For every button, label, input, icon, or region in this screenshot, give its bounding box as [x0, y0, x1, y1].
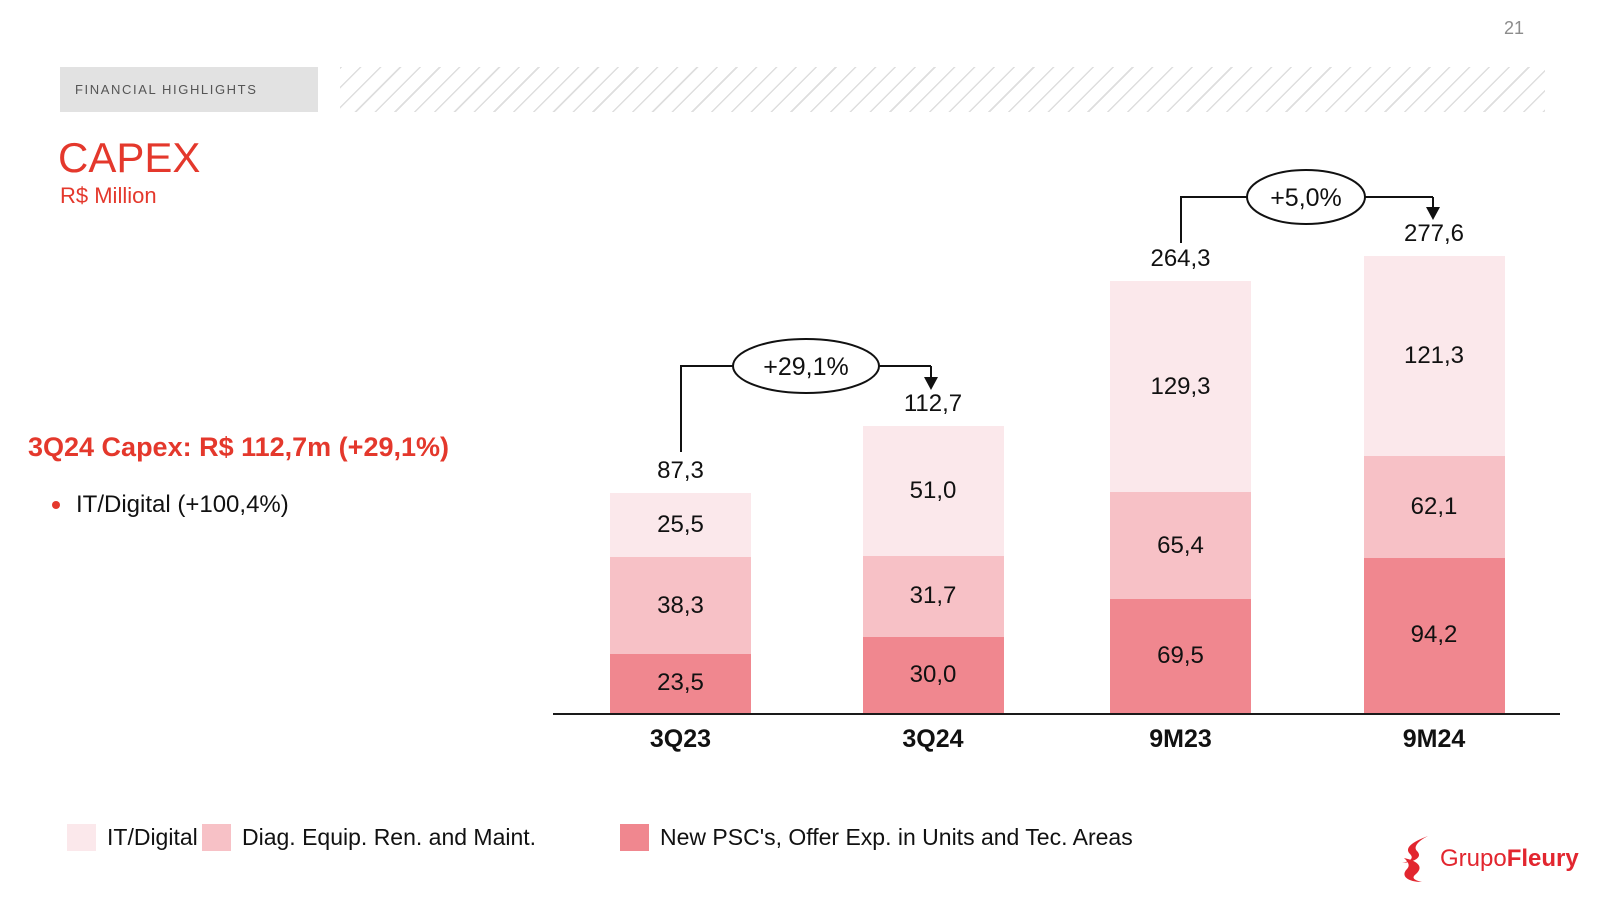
- bar-segment: 69,5: [1110, 599, 1251, 713]
- bar-segment: 121,3: [1363, 256, 1505, 456]
- segment-value-label: 38,3: [657, 591, 704, 619]
- annotation-connector-left-1: [680, 365, 733, 452]
- legend-swatch-new-pscs: [620, 824, 649, 851]
- legend-label: Diag. Equip. Ren. and Maint.: [242, 824, 537, 850]
- segment-value-label: 94,2: [1410, 621, 1458, 649]
- bar-segment: 62,1: [1363, 455, 1505, 558]
- page-subtitle: R$ Million: [60, 183, 157, 208]
- logo-grupo: Grupo: [1440, 845, 1507, 872]
- x-axis-label: 9M24: [1402, 725, 1466, 753]
- annotation-text-1: +29,1%: [763, 353, 849, 381]
- bar-total-label: 264,3: [1150, 245, 1211, 272]
- bar-segment: 25,5: [610, 493, 751, 558]
- legend-item-it-digital: IT/Digital: [67, 824, 198, 851]
- segment-value-label: 23,5: [657, 669, 704, 697]
- annotation-oval-1: [732, 338, 880, 394]
- page-number: 21: [1504, 18, 1525, 38]
- segment-value-label: 31,7: [909, 582, 957, 610]
- bar-segment: 38,3: [610, 557, 751, 654]
- segment-value-label: 51,0: [909, 476, 957, 504]
- bar-total-label: 277,6: [1403, 220, 1465, 247]
- bar-segment: 23,5: [610, 653, 751, 713]
- bullet-icon: [52, 501, 60, 509]
- bar-segment: 129,3: [1110, 281, 1251, 493]
- bar-total-label: 112,7: [903, 390, 963, 417]
- bar-3Q23: 25,5 38,3 23,5: [610, 493, 751, 713]
- annotation-text-2: +5,0%: [1270, 184, 1342, 212]
- section-header: FINANCIAL HIGHLIGHTS: [60, 67, 318, 112]
- segment-value-label: 65,4: [1157, 531, 1204, 559]
- arrow-down-icon: [1426, 207, 1440, 220]
- legend-label: IT/Digital: [107, 824, 198, 850]
- annotation-connector-left-2: [1180, 196, 1248, 243]
- chart-legend: IT/Digital Diag. Equip. Ren. and Maint. …: [0, 824, 1600, 854]
- x-axis-label: 3Q23: [649, 725, 712, 753]
- section-header-label: FINANCIAL HIGHLIGHTS: [75, 82, 258, 97]
- x-axis-line: [553, 713, 1560, 715]
- segment-value-label: 30,0: [909, 660, 957, 688]
- company-logo: GrupoFleury: [1398, 836, 1579, 882]
- legend-label: New PSC's, Offer Exp. in Units and Tec. …: [660, 824, 1133, 850]
- legend-swatch-it-digital: [67, 824, 96, 851]
- x-axis-label: 9M23: [1149, 725, 1212, 753]
- segment-value-label: 69,5: [1157, 642, 1204, 670]
- bar-total-label: 87,3: [657, 457, 704, 484]
- bullet-text: IT/Digital (+100,4%): [76, 491, 289, 518]
- bar-segment: 94,2: [1363, 557, 1505, 713]
- bar-3Q24: 51,0 31,7 30,0: [862, 426, 1004, 713]
- annotation-oval-2: [1246, 169, 1366, 225]
- segment-value-label: 121,3: [1403, 341, 1465, 369]
- logo-fleury: Fleury: [1506, 845, 1579, 872]
- bar-9M23: 129,3 65,4 69,5: [1110, 281, 1251, 713]
- legend-item-new-pscs: New PSC's, Offer Exp. in Units and Tec. …: [620, 824, 1133, 851]
- segment-value-label: 25,5: [657, 511, 704, 539]
- x-axis-label: 3Q24: [902, 725, 964, 753]
- legend-item-diag-equip: Diag. Equip. Ren. and Maint.: [202, 824, 536, 851]
- arrow-down-icon: [924, 377, 938, 390]
- bar-9M24: 121,3 62,1 94,2: [1363, 256, 1505, 713]
- legend-swatch-diag-equip: [202, 824, 231, 851]
- bar-segment: 51,0: [862, 426, 1004, 556]
- segment-value-label: 129,3: [1150, 372, 1211, 400]
- bar-segment: 65,4: [1110, 492, 1251, 600]
- logo-text: GrupoFleury: [1440, 845, 1579, 873]
- bar-segment: 31,7: [862, 555, 1004, 637]
- decorative-stripes: [340, 67, 1545, 112]
- bar-segment: 30,0: [862, 636, 1004, 713]
- segment-value-label: 62,1: [1410, 492, 1458, 520]
- page-title: CAPEX: [58, 134, 201, 181]
- grupo-fleury-icon: [1402, 836, 1428, 882]
- highlight-bullet: IT/Digital (+100,4%): [52, 491, 289, 519]
- highlight-headline: 3Q24 Capex: R$ 112,7m (+29,1%): [28, 432, 449, 462]
